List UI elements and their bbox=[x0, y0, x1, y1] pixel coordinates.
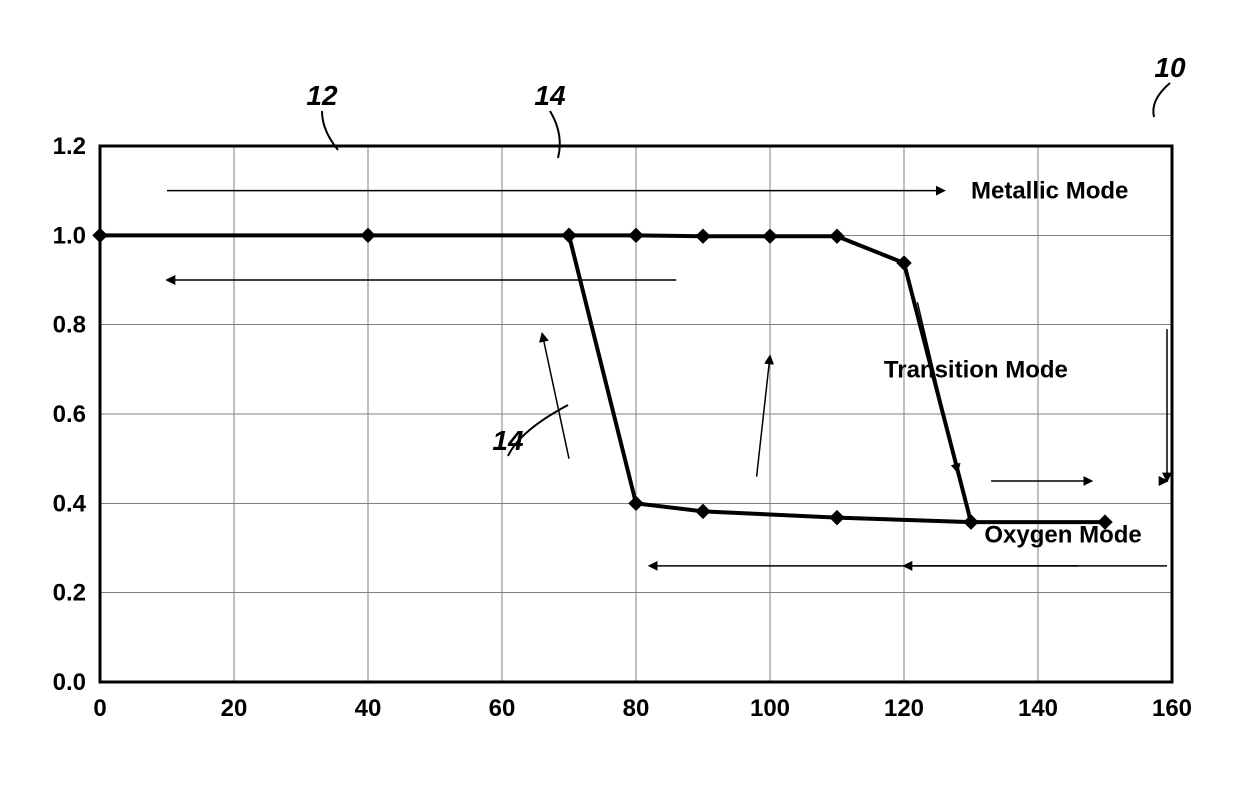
chart-stage: 0 20 40 60 80 100 120 140 160 0.0 0.2 0.4 0.6 0.8 1.0 1… bbox=[0, 0, 1240, 797]
x-tick-label: 100 bbox=[750, 695, 790, 722]
callout-label: 10 bbox=[1154, 52, 1186, 83]
label-oxygen-mode: Oxygen Mode bbox=[984, 522, 1141, 549]
label-transition-mode: Transition Mode bbox=[884, 356, 1068, 383]
x-tick-label: 60 bbox=[489, 695, 516, 722]
x-tick-label: 160 bbox=[1152, 695, 1192, 722]
y-tick-label: 0.0 bbox=[53, 669, 86, 696]
callout-label: 14 bbox=[534, 80, 566, 111]
y-tick-label: 1.2 bbox=[53, 133, 86, 160]
y-tick-label: 0.4 bbox=[53, 490, 87, 517]
callout-label: 12 bbox=[306, 80, 338, 111]
y-tick-label: 0.2 bbox=[53, 580, 86, 607]
x-tick-label: 80 bbox=[623, 695, 650, 722]
x-tick-label: 0 bbox=[93, 695, 106, 722]
y-tick-label: 0.6 bbox=[53, 401, 86, 428]
x-tick-label: 40 bbox=[355, 695, 382, 722]
y-tick-label: 0.8 bbox=[53, 312, 86, 339]
y-tick-label: 1.0 bbox=[53, 222, 86, 249]
label-metallic-mode: Metallic Mode bbox=[971, 178, 1128, 205]
chart-svg: 0 20 40 60 80 100 120 140 160 0.0 0.2 0.4 0.6 0.8 1.0 1… bbox=[0, 0, 1240, 797]
x-tick-label: 120 bbox=[884, 695, 924, 722]
x-tick-label: 20 bbox=[221, 695, 248, 722]
x-tick-label: 140 bbox=[1018, 695, 1058, 722]
